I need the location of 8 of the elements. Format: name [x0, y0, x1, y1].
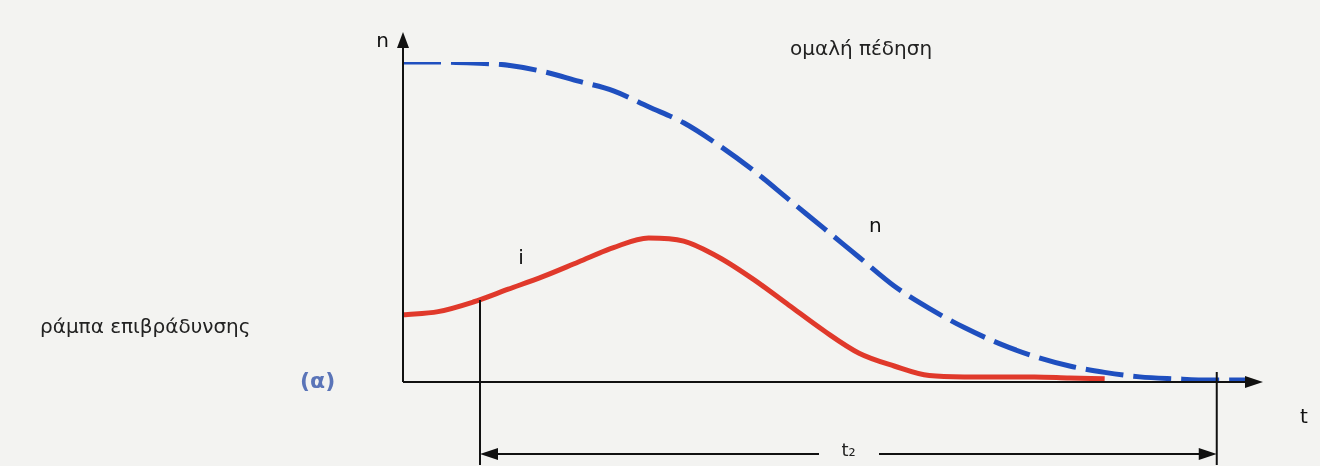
series-label: n [869, 213, 882, 238]
series-label: i [518, 245, 524, 270]
text: (α) [300, 368, 336, 393]
text: ομαλή πέδηση [790, 36, 933, 60]
text: t₂ [818, 439, 879, 460]
y-axis-title: n [376, 28, 389, 53]
text: ράμπα επιβράδυνσης [40, 314, 251, 338]
x-axis-title: t [1300, 404, 1308, 429]
